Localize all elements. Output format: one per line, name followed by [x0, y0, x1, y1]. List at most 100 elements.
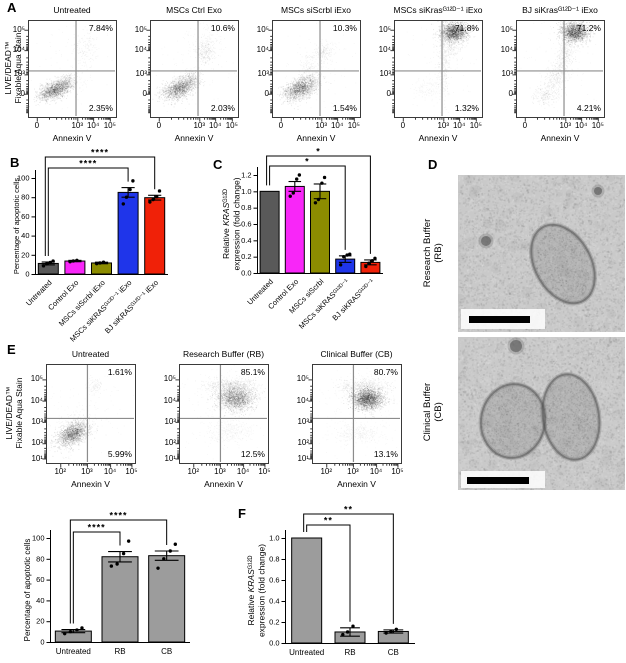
- plot-title: MSCs Ctrl Exo: [166, 5, 222, 15]
- y-axis-label-part: Relative: [246, 592, 256, 625]
- panel-e-bar-chart: 0 20 40 60 80 100 Untreated RB CB Percentage of a…: [0, 502, 245, 663]
- y-tick-label: 10²: [164, 438, 176, 448]
- x-axis-label: Annexin V: [337, 479, 376, 489]
- data-point: [155, 195, 159, 199]
- y-tick-label: 10⁴: [256, 45, 269, 55]
- data-point: [75, 258, 79, 263]
- x-tick-label: 10⁵: [591, 121, 604, 130]
- upper-right-quadrant-pct: 71.8%: [454, 23, 479, 33]
- x-tick-label: 10²: [320, 467, 333, 476]
- data-point: [370, 259, 374, 263]
- data-point: [68, 629, 73, 634]
- data-point: [338, 263, 343, 267]
- data-point: [320, 181, 324, 185]
- data-point: [156, 566, 160, 570]
- lower-right-quadrant-pct: 1.54%: [332, 103, 357, 113]
- y-tick-label: 0.8: [269, 555, 279, 564]
- y-tick-label: 10³: [379, 69, 391, 79]
- flow-scatter-canvas: [387, 19, 484, 124]
- y-tick-label: 10⁵: [163, 374, 176, 384]
- data-point: [121, 202, 126, 206]
- y-tick-label: 100: [32, 534, 45, 543]
- data-point: [98, 261, 102, 265]
- upper-right-quadrant-pct: 71.2%: [576, 23, 601, 33]
- category-label: CB: [161, 647, 172, 656]
- panel-c-bar-chart: 0.0 0.2 0.4 0.6 0.8 1.0 1.2 Untreated Control Ex…: [193, 147, 405, 342]
- data-point: [95, 261, 99, 266]
- y-tick-label: 20: [21, 250, 29, 259]
- x-axis-label: Annexin V: [296, 133, 336, 143]
- flow-scatter-canvas: [143, 19, 240, 124]
- y-tick-label: 10³: [297, 416, 309, 426]
- y-tick-label: 0: [508, 88, 513, 98]
- y-tick-label: 0.0: [269, 639, 279, 648]
- data-point: [41, 264, 46, 268]
- y-tick-label: 10²: [31, 438, 43, 448]
- y-tick-label: 10⁴: [30, 395, 43, 405]
- y-tick-label: 10³: [164, 416, 176, 426]
- data-point: [341, 254, 346, 259]
- upper-right-quadrant-pct: 10.6%: [210, 23, 235, 33]
- data-point: [384, 631, 388, 635]
- y-tick-label: 0: [20, 88, 25, 98]
- y-tick-label: 20: [36, 617, 44, 626]
- data-point: [367, 261, 371, 265]
- flow-scatter-canvas: [21, 19, 118, 124]
- plot-title: Untreated: [53, 5, 91, 15]
- category-label: Untreated: [289, 648, 324, 657]
- significance-bracket: [269, 165, 346, 250]
- data-point: [394, 627, 399, 632]
- bar: [117, 191, 139, 275]
- data-point: [157, 189, 162, 193]
- y-tick-label: 10⁴: [12, 45, 25, 55]
- data-point: [101, 260, 106, 264]
- data-point: [348, 252, 352, 256]
- panel-e-label: E: [7, 342, 16, 357]
- x-tick-label: 10⁵: [225, 121, 238, 130]
- y-tick-label: 10⁵: [134, 24, 147, 34]
- y-tick-label: 10⁴: [500, 45, 513, 55]
- x-tick-label: 10⁵: [391, 467, 404, 476]
- significance-label: **: [344, 505, 353, 515]
- y-tick-label: 60: [21, 212, 29, 221]
- y-axis-label-part: KRAS: [221, 202, 231, 225]
- y-tick-label: 10³: [501, 69, 513, 79]
- x-axis-label: Annexin V: [540, 133, 580, 143]
- x-tick-label: 10⁵: [103, 121, 116, 130]
- y-tick-label: 10³: [257, 69, 269, 79]
- x-axis-label: Annexin V: [71, 479, 110, 489]
- data-point: [295, 177, 299, 181]
- y-tick-label: 10⁴: [134, 45, 147, 55]
- data-point: [316, 197, 321, 202]
- y-tick-label: 0: [386, 88, 391, 98]
- y-axis-label-part: Percentage of apoptotic cells: [12, 178, 21, 275]
- data-point: [109, 564, 114, 568]
- x-axis-label: Annexin V: [204, 479, 243, 489]
- y-tick-label: 80: [36, 554, 44, 563]
- panelEbar-svg: 0 20 40 60 80 100 Untreated RB CB Percentage of a…: [23, 511, 190, 656]
- x-tick-label: 0: [278, 121, 284, 130]
- y-tick-label: 0: [142, 88, 147, 98]
- y-tick-label: 10⁵: [30, 374, 43, 384]
- x-tick-label: 10³: [193, 121, 206, 130]
- y-axis-label: Relative KRASᴳ¹²ᴰexpression (fold change…: [246, 544, 267, 637]
- data-point: [313, 201, 318, 205]
- data-point: [48, 260, 52, 265]
- y-tick-label: 10⁵: [378, 24, 391, 34]
- y-tick-label: 0.8: [241, 203, 251, 212]
- data-point: [121, 551, 126, 556]
- data-point: [51, 259, 55, 263]
- y-tick-label: 40: [36, 596, 44, 605]
- flow-scatter-canvas: [39, 363, 137, 470]
- flow-scatter-canvas: [172, 363, 270, 470]
- y-axis-label-part: expression (fold change): [232, 177, 242, 270]
- y-tick-label: 0: [264, 88, 269, 98]
- panel-f-bar-chart: 0.0 0.2 0.4 0.6 0.8 1.0 Untreated RB CB Relative …: [228, 502, 483, 663]
- y-axis-label: Percentage of apoptotic cells: [12, 178, 21, 275]
- x-tick-label: 10⁵: [258, 467, 271, 476]
- significance-label: ****: [91, 148, 109, 158]
- x-tick-label: 10³: [437, 121, 450, 130]
- y-axis-label-part: Percentage of apoptotic cells: [23, 539, 32, 642]
